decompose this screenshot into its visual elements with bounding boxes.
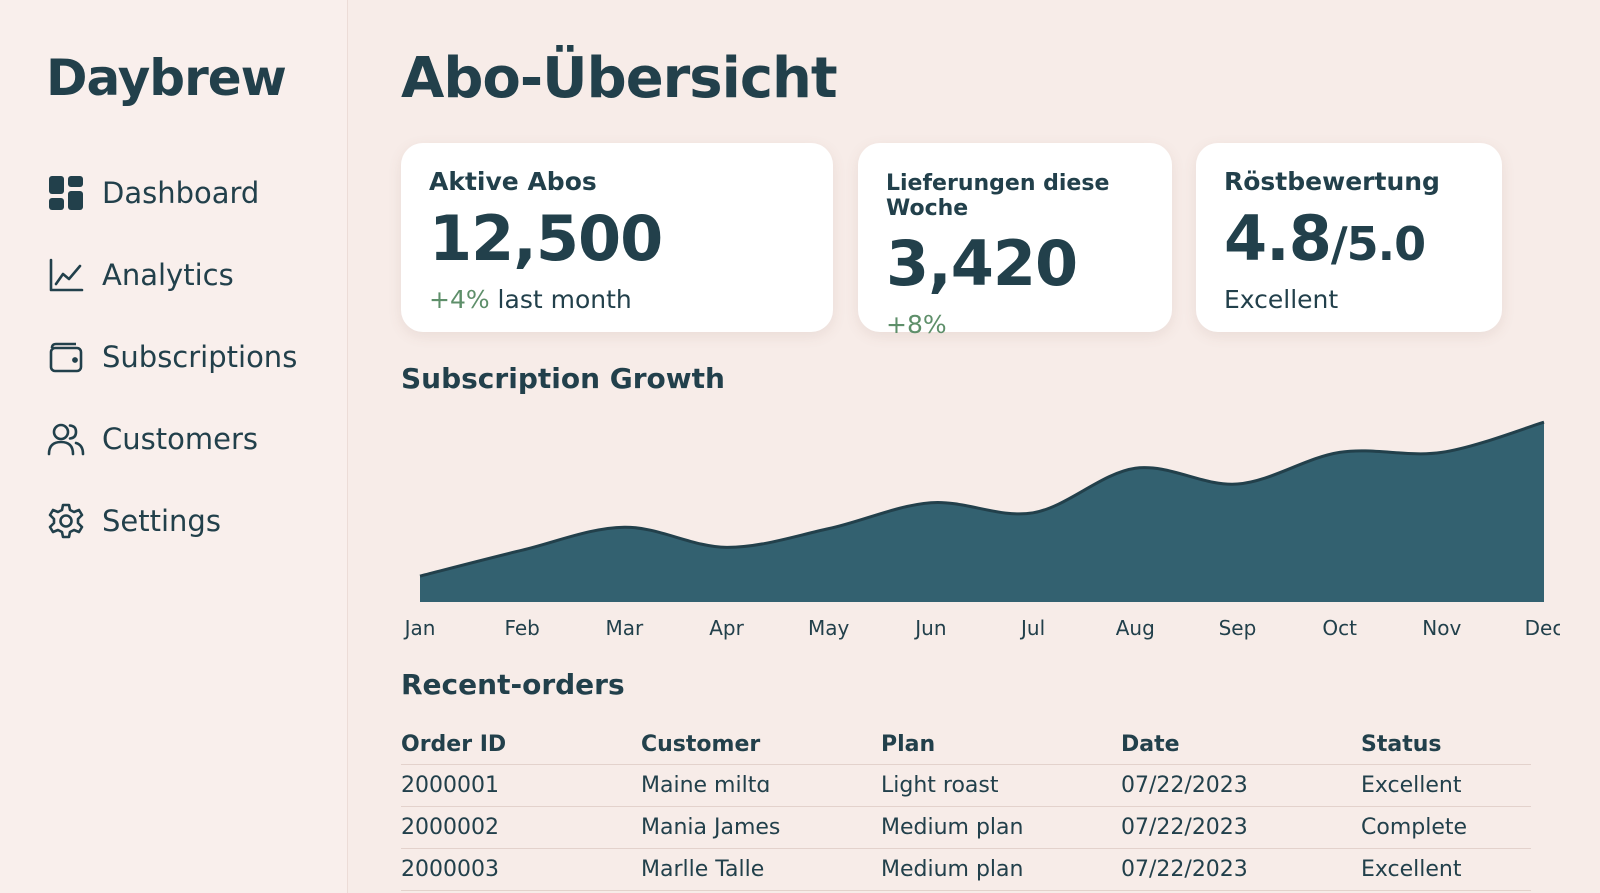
- cell-status: Complete: [1361, 806, 1531, 849]
- cell-plan: Medium plan: [881, 848, 1121, 891]
- table-header-row: Order ID Customer Plan Date Status: [401, 724, 1531, 765]
- x-tick-label: Mar: [605, 616, 644, 640]
- cell-plan: Light roast: [881, 764, 1121, 807]
- subscription-growth-chart: Jan Feb Mar Apr May Jun Jul Aug Sep Oct Nov Dec: [403, 420, 1560, 640]
- x-tick-label: Jul: [1019, 616, 1045, 640]
- sidebar-item-label: Subscriptions: [102, 340, 298, 374]
- kpi-subtext-rest: last month: [489, 285, 632, 314]
- cell-status: Excellent: [1361, 848, 1531, 891]
- kpi-card-active-subscriptions[interactable]: Aktive Abos 12,500 +4% last month: [401, 143, 833, 332]
- wallet-icon: [46, 337, 86, 377]
- chart-area-series: [420, 422, 1544, 602]
- orders-table: Order ID Customer Plan Date Status 20000…: [401, 724, 1531, 891]
- chart-section-title: Subscription Growth: [401, 362, 725, 395]
- cell-customer: Maine miltɑ: [641, 764, 881, 807]
- cell-customer: Marlle Talle: [641, 848, 881, 891]
- cell-date: 07/22/2023: [1121, 848, 1361, 891]
- cell-date: 07/22/2023: [1121, 764, 1361, 807]
- column-header-order-id[interactable]: Order ID: [401, 724, 641, 765]
- column-header-customer[interactable]: Customer: [641, 724, 881, 765]
- kpi-value-number: 12,500: [429, 202, 663, 275]
- x-tick-label: Dec: [1525, 616, 1560, 640]
- brand-logo[interactable]: Daybrew: [46, 49, 287, 107]
- x-tick-label: Apr: [709, 616, 744, 640]
- cell-order-id: 2000001: [401, 764, 641, 807]
- cell-plan: Medium plan: [881, 806, 1121, 849]
- chart-series-line: [419, 420, 1545, 578]
- x-tick-label: Jan: [403, 616, 436, 640]
- kpi-delta: +4%: [429, 285, 490, 314]
- kpi-value: 3,420: [886, 227, 1144, 306]
- column-header-plan[interactable]: Plan: [881, 724, 1121, 765]
- x-tick-label: Aug: [1116, 616, 1155, 640]
- orders-section-title: Recent-orders: [401, 668, 625, 701]
- kpi-value: 12,500: [429, 202, 805, 281]
- cell-customer: Mania James: [641, 806, 881, 849]
- kpi-subtext: +4% last month: [429, 285, 805, 314]
- kpi-title: Lieferungen diese Woche: [886, 171, 1110, 221]
- sidebar-item-label: Settings: [102, 504, 221, 538]
- x-tick-label: Sep: [1219, 616, 1257, 640]
- table-row[interactable]: 2000001 Maine miltɑ Light roast 07/22/20…: [401, 764, 1531, 807]
- cell-status: Excellent: [1361, 764, 1531, 807]
- kpi-subtext-rest: Excellent: [1224, 285, 1339, 314]
- column-header-date[interactable]: Date: [1121, 724, 1361, 765]
- x-tick-label: Oct: [1322, 616, 1357, 640]
- x-tick-label: May: [808, 616, 850, 640]
- main-content: Abo-Übersicht Aktive Abos 12,500 +4% las…: [348, 0, 1600, 893]
- page-title: Abo-Übersicht: [401, 46, 838, 111]
- kpi-delta: +8%: [886, 310, 947, 339]
- users-icon: [46, 419, 86, 459]
- sidebar-item-customers[interactable]: Customers: [46, 398, 347, 480]
- table-row[interactable]: 2000002 Mania James Medium plan 07/22/20…: [401, 806, 1531, 849]
- cell-date: 07/22/2023: [1121, 806, 1361, 849]
- kpi-subtext: +8%: [886, 310, 1144, 339]
- cell-order-id: 2000003: [401, 848, 641, 891]
- kpi-card-deliveries[interactable]: Lieferungen diese Woche 3,420 +8%: [858, 143, 1172, 339]
- x-tick-label: Feb: [504, 616, 539, 640]
- sidebar-item-label: Analytics: [102, 258, 234, 292]
- kpi-title: Röstbewertung: [1224, 167, 1440, 196]
- sidebar-item-label: Dashboard: [102, 176, 260, 210]
- sidebar-item-subscriptions[interactable]: Subscriptions: [46, 316, 347, 398]
- sidebar-item-label: Customers: [102, 422, 258, 456]
- sidebar-item-settings[interactable]: Settings: [46, 480, 347, 562]
- dashboard-icon: [46, 173, 86, 213]
- kpi-subtext: Excellent: [1224, 285, 1474, 314]
- column-header-status[interactable]: Status: [1361, 724, 1531, 765]
- table-row[interactable]: 2000003 Marlle Talle Medium plan 07/22/2…: [401, 848, 1531, 891]
- sidebar: Daybrew Dashboard Analytics: [0, 0, 348, 893]
- kpi-value-number: 3,420: [886, 227, 1078, 300]
- x-tick-label: Jun: [913, 616, 946, 640]
- analytics-icon: [46, 255, 86, 295]
- kpi-value-number: 4.8: [1224, 202, 1332, 275]
- kpi-card-roast-rating[interactable]: Röstbewertung 4.8/5.0 Excellent: [1196, 143, 1502, 332]
- kpi-value: 4.8/5.0: [1224, 202, 1474, 281]
- x-tick-label: Nov: [1422, 616, 1461, 640]
- kpi-value-suffix: /5.0: [1330, 217, 1426, 271]
- cell-order-id: 2000002: [401, 806, 641, 849]
- sidebar-item-dashboard[interactable]: Dashboard: [46, 152, 347, 234]
- sidebar-item-analytics[interactable]: Analytics: [46, 234, 347, 316]
- gear-icon: [46, 501, 86, 541]
- kpi-title: Aktive Abos: [429, 167, 597, 196]
